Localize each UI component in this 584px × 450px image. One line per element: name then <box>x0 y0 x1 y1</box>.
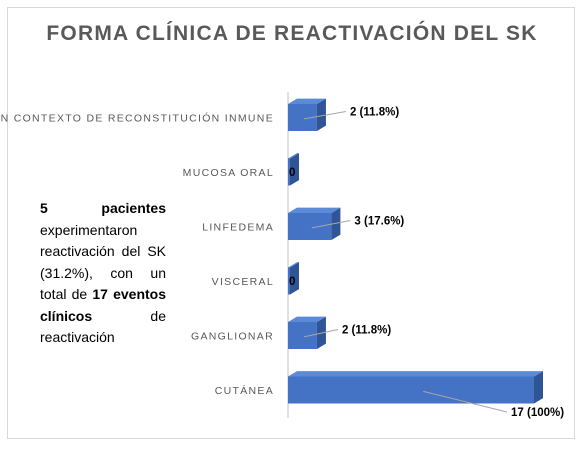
chart-title: FORMA CLÍNICA DE REACTIVACIÓN DEL SK <box>46 22 538 45</box>
bar <box>288 158 290 186</box>
data-label: 17 (100%) <box>511 407 564 419</box>
bar-top <box>288 316 326 322</box>
leader-line <box>303 111 347 120</box>
bar-top <box>288 153 299 159</box>
leader-line <box>303 329 339 338</box>
note-part-1: experimentaron reactivación del SK (31.2… <box>40 221 166 303</box>
leader-line <box>311 220 351 229</box>
bar <box>288 322 317 349</box>
bar <box>288 376 534 404</box>
bar <box>288 267 290 295</box>
data-label: 3 (17.6%) <box>354 216 404 228</box>
category-label: VISCERAL <box>212 276 274 288</box>
bar-top <box>288 371 543 377</box>
data-label: 0 <box>289 276 295 288</box>
bar <box>288 213 332 240</box>
bar-side <box>316 98 326 131</box>
bar-side <box>331 207 341 240</box>
bar-top <box>288 262 299 268</box>
note-part-3: de reactivación <box>40 307 166 346</box>
category-label: GANGLIONAR <box>191 331 274 343</box>
note-part-2: 17 eventos clínicos <box>40 286 166 324</box>
bar-side <box>290 262 299 295</box>
bar-top <box>288 207 341 213</box>
bar-top <box>288 98 326 104</box>
data-label: 2 (11.8%) <box>342 325 391 337</box>
bar-side <box>290 153 299 186</box>
category-label: MUCOSA ORAL <box>183 167 274 179</box>
category-label: LINFEDEMA <box>202 222 274 234</box>
summary-note: 5 pacientes experimentaron reactivación … <box>40 198 166 349</box>
note-part-0: 5 pacientes <box>40 200 166 216</box>
leader-line <box>423 390 508 413</box>
category-label: CUTÁNEA <box>215 384 274 397</box>
bar-side <box>534 371 543 404</box>
data-label: 0 <box>289 167 295 179</box>
data-label: 2 (11.8%) <box>350 107 399 119</box>
category-label: EN CONTEXTO DE RECONSTITUCIÓN INMUNE <box>0 112 274 125</box>
